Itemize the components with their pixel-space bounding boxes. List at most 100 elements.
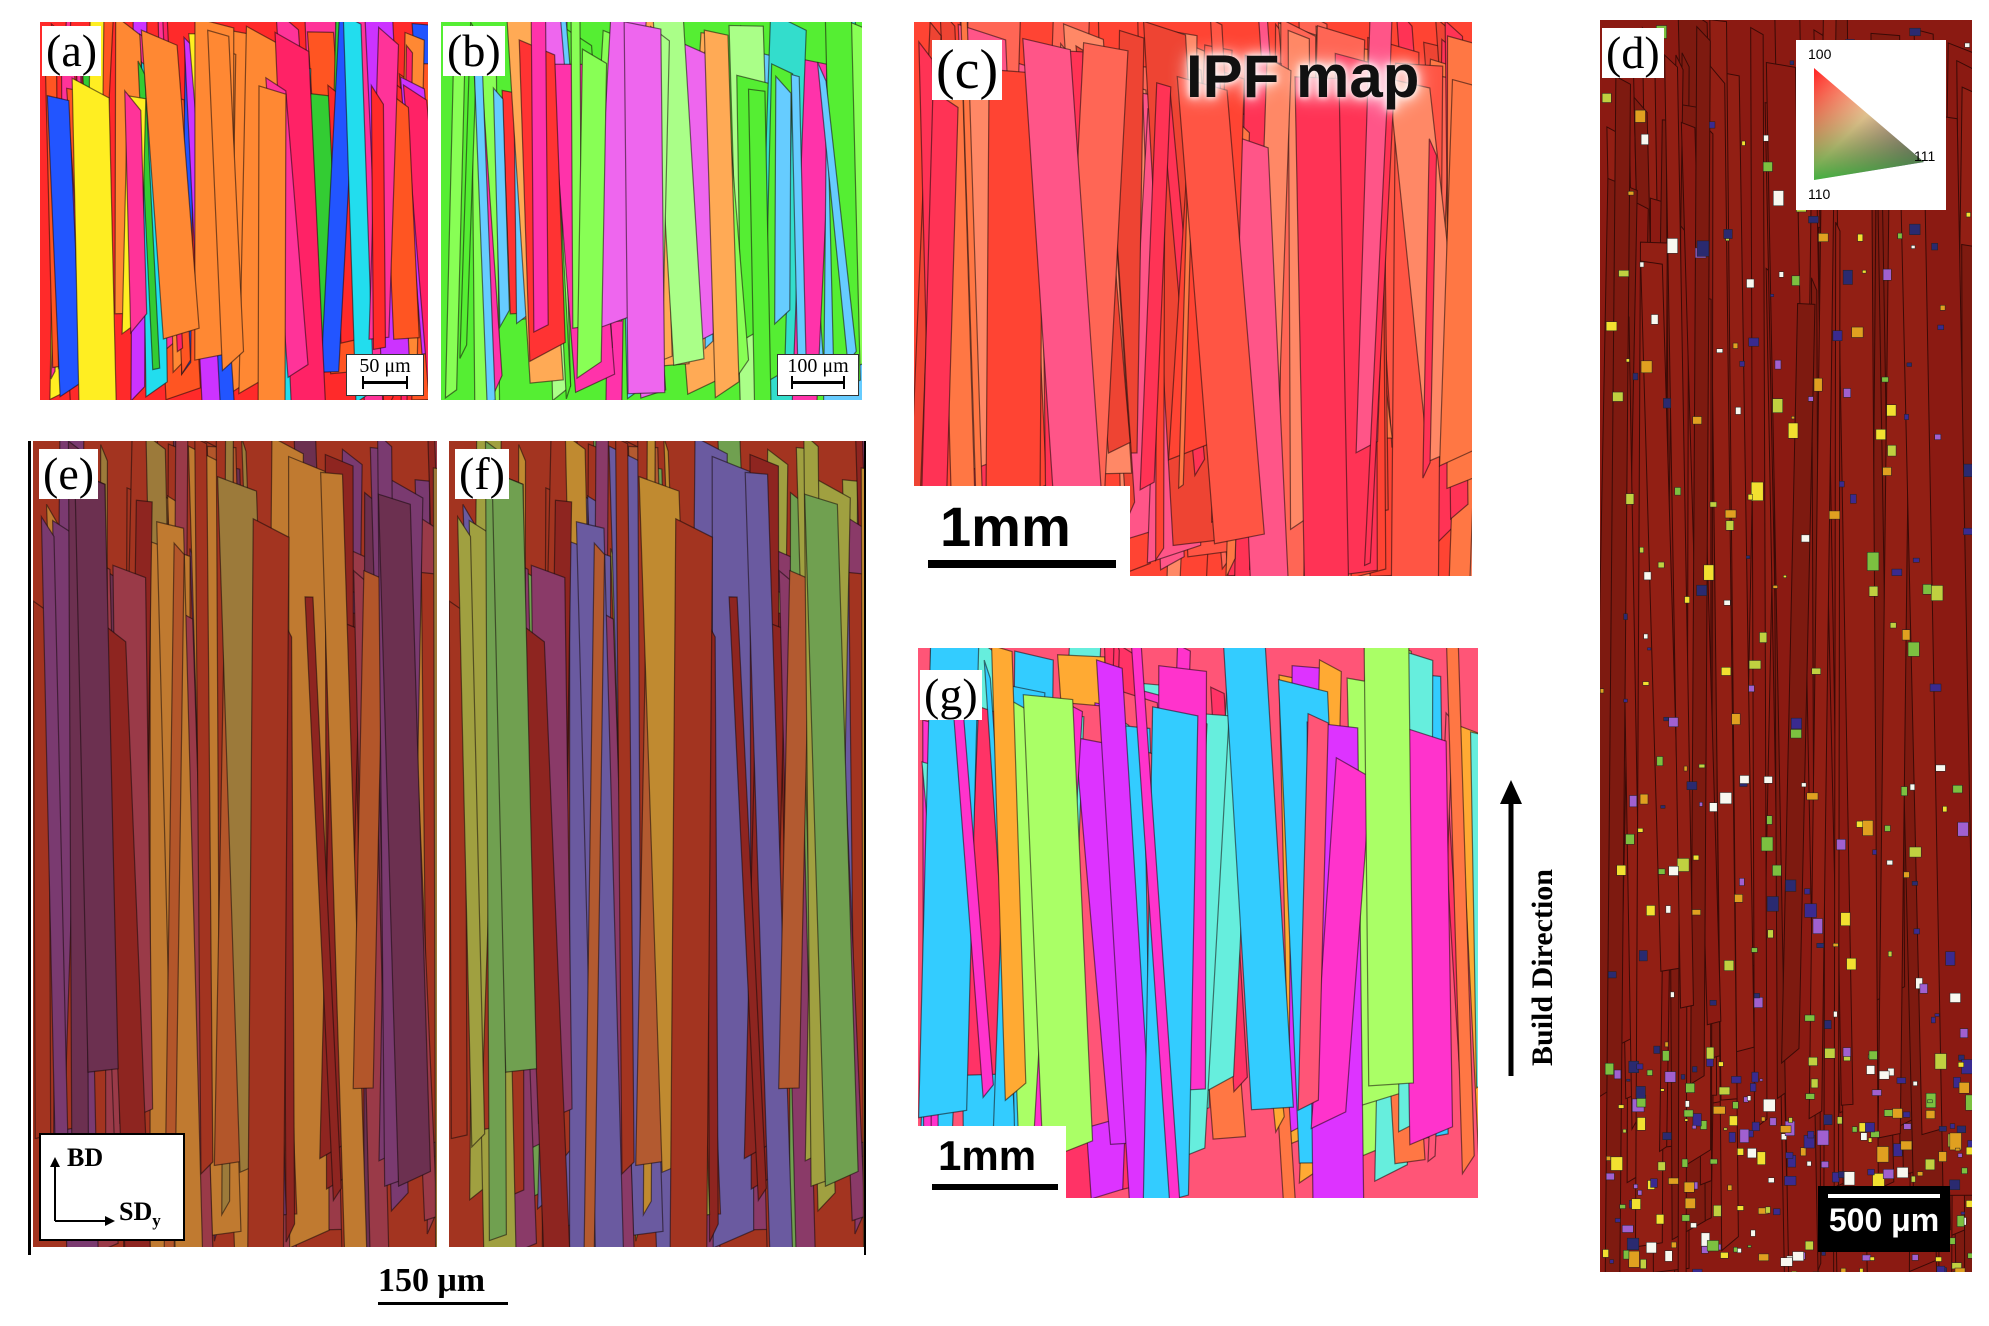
panel-label-d: (d)	[1602, 28, 1664, 78]
grain-speckle	[1811, 667, 1821, 675]
grain-speckle	[1843, 388, 1852, 398]
grain-speckle	[1824, 1048, 1836, 1059]
panel-e-ebsd-map: (e) BD SDy	[33, 441, 437, 1247]
grain-speckle	[1886, 404, 1897, 417]
grain-speckle	[1773, 1208, 1781, 1216]
grain-speckle	[1778, 271, 1784, 278]
grain-speckle	[1750, 1083, 1757, 1092]
grain-speckle	[1763, 776, 1773, 784]
grain-speckle	[1959, 1028, 1969, 1039]
grain-speckle	[1631, 1198, 1641, 1210]
grain-speckle	[1614, 1218, 1621, 1223]
grain	[583, 541, 606, 1247]
grain-speckle	[1882, 1169, 1895, 1179]
grain-speckle	[1963, 463, 1972, 477]
grain-speckle	[1731, 713, 1741, 725]
grain	[1750, 26, 1768, 1130]
grain-speckle	[1761, 1116, 1766, 1122]
grain-speckle	[1952, 785, 1963, 794]
grain-speckle	[1806, 792, 1819, 801]
grain-speckle	[1674, 487, 1682, 496]
grain-speckle	[1751, 947, 1758, 953]
grain-speckle	[1646, 1242, 1657, 1254]
grain-speckle	[1627, 191, 1635, 196]
grain-speckle	[1691, 1125, 1697, 1130]
grain-speckle	[1762, 161, 1773, 172]
grain-speckle	[1900, 786, 1908, 796]
grain-speckle	[1906, 362, 1912, 367]
grain-speckle	[1709, 121, 1716, 129]
scale-bar-b-label: 100 μm	[787, 355, 849, 377]
axes-arrows-icon	[50, 1157, 115, 1226]
grain-speckle	[1783, 575, 1787, 578]
grain-speckle	[1703, 564, 1715, 581]
grain-speckle	[1851, 326, 1864, 338]
grain-speckle	[1872, 849, 1877, 855]
grain	[576, 48, 608, 380]
grain-speckle	[1646, 1069, 1653, 1076]
grain-speckle	[1739, 775, 1750, 784]
grain-speckle	[1635, 1086, 1646, 1099]
grain-speckle	[1907, 641, 1920, 657]
grain-speckle	[1935, 764, 1946, 772]
ipf-map-title: IPF map	[1186, 43, 1420, 110]
grain	[352, 569, 385, 1090]
grain-speckle	[1955, 1147, 1961, 1152]
grain-speckle	[1766, 896, 1779, 912]
grain-speckle	[1909, 846, 1922, 858]
grain	[1131, 648, 1181, 1198]
grain-speckle	[1658, 868, 1666, 875]
grain	[1176, 75, 1265, 545]
grain-speckle	[1818, 233, 1829, 242]
grain	[1808, 20, 1837, 1120]
grain-speckle	[1602, 1249, 1609, 1258]
panel-label-g: (g)	[920, 670, 982, 720]
grain-speckle	[1700, 1232, 1710, 1247]
grain-speckle	[1956, 1125, 1966, 1133]
grain-speckle	[1807, 1131, 1815, 1139]
grain-speckle	[1966, 212, 1971, 218]
grain-speckle	[1922, 584, 1932, 595]
grain-speckle	[1912, 557, 1920, 563]
grain-speckle	[1791, 275, 1800, 286]
grain-speckle	[1731, 1076, 1742, 1084]
grain-speckle	[1692, 1066, 1698, 1073]
grain	[1294, 76, 1350, 576]
grain-speckle	[1957, 821, 1969, 837]
scale-bar-c: 1mm	[914, 486, 1130, 576]
panel-d-ebsd-map: (d) 100 111 110 500 μm	[1600, 20, 1972, 1272]
grain-speckle	[1723, 1127, 1728, 1131]
grain	[1446, 648, 1475, 1176]
grain-speckle	[1747, 1245, 1752, 1248]
grain-speckle	[1662, 1132, 1672, 1140]
grain-speckle	[1958, 1082, 1970, 1094]
grain-speckle	[1753, 993, 1760, 999]
grain-speckle	[1681, 1214, 1690, 1222]
grain	[163, 541, 185, 1247]
grain-speckle	[1870, 1131, 1880, 1138]
grain-speckle	[1639, 261, 1645, 268]
grain-speckle	[1759, 632, 1768, 643]
build-direction-label: Build Direction	[1526, 869, 1559, 1066]
grain-speckle	[1785, 879, 1797, 892]
ebsd-map-d	[1600, 20, 1972, 1272]
grain-speckle	[1709, 802, 1718, 812]
grain-speckle	[1882, 467, 1892, 476]
grain-speckle	[1618, 1104, 1625, 1109]
grain-speckle	[1917, 1171, 1924, 1177]
grain-speckle	[1676, 858, 1690, 872]
grain-speckle	[1656, 756, 1664, 766]
panel-f-right-border	[864, 441, 866, 1255]
grain-speckle	[1806, 1161, 1812, 1167]
grain-speckle	[1737, 1148, 1744, 1156]
grain-speckle	[1690, 1222, 1697, 1228]
grain-speckle	[1739, 360, 1745, 367]
grain-speckle	[1723, 960, 1735, 971]
grain	[1422, 138, 1438, 479]
ipf-key-110: 110	[1808, 186, 1831, 202]
grain-speckle	[1909, 27, 1921, 37]
grain-speckle	[1612, 391, 1624, 402]
ipf-key-111: 111	[1914, 148, 1936, 164]
build-direction-indicator: Build Direction	[1496, 776, 1559, 1076]
grain-speckle	[1832, 943, 1839, 947]
